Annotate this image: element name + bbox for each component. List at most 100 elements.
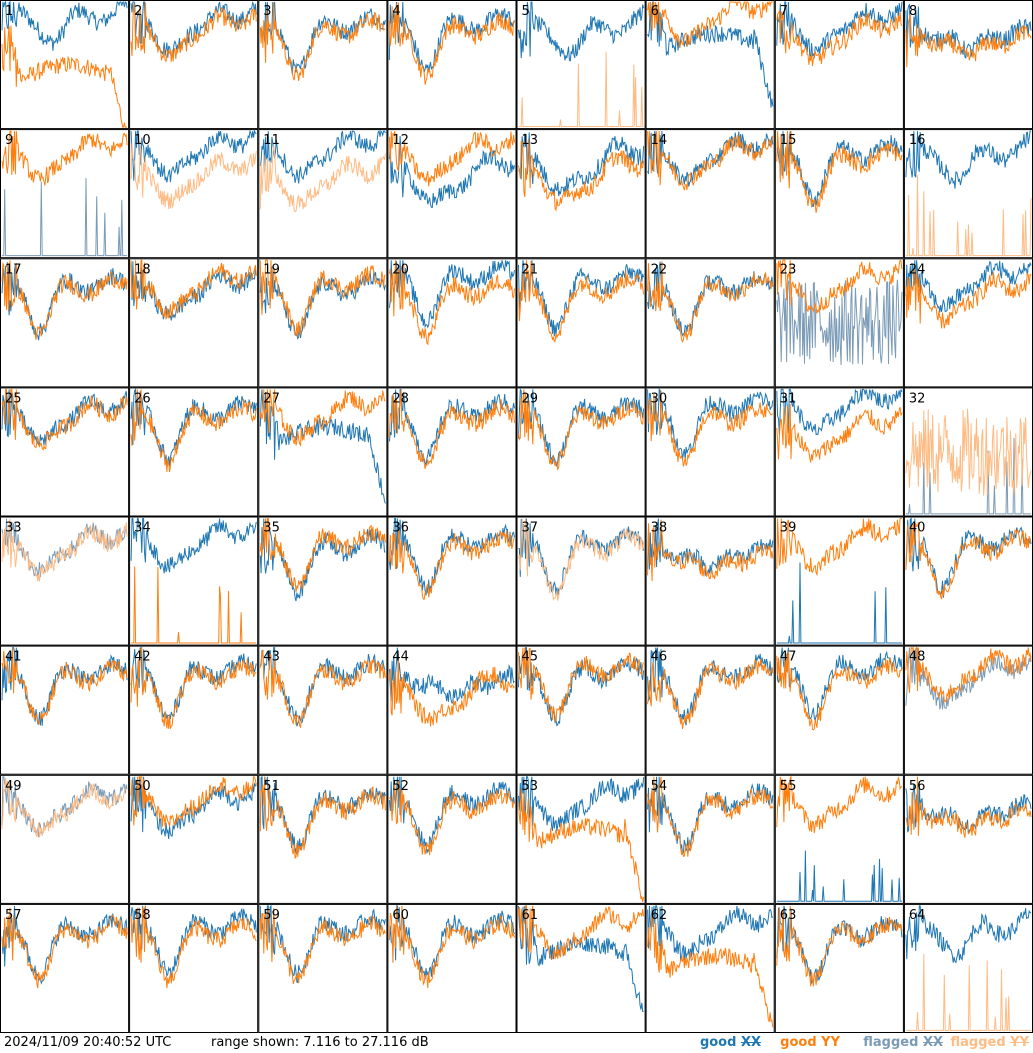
series-xx-32	[905, 437, 1031, 515]
panel-frame	[0, 129, 130, 259]
series-yy-55	[776, 775, 903, 834]
legend-flagged-xx-word: flagged	[863, 1035, 919, 1050]
panel-52: 52	[387, 774, 517, 904]
series-xx-50	[130, 776, 257, 840]
panel-label: 33	[5, 521, 22, 536]
panel-15: 15	[774, 129, 904, 259]
panel-36: 36	[387, 516, 517, 646]
panel-frame	[387, 387, 517, 517]
panel-frame	[387, 129, 517, 259]
panel-label: 10	[134, 133, 151, 148]
panel-32: 32	[903, 387, 1033, 517]
panel-label: 13	[522, 133, 539, 148]
panel-label: 9	[5, 133, 13, 148]
range-unit: dB	[411, 1035, 429, 1050]
series-yy-59	[259, 908, 386, 984]
panel-frame	[903, 258, 1033, 388]
series-xx-23	[776, 278, 903, 366]
series-yy-13	[518, 139, 645, 212]
series-xx-8	[905, 3, 1032, 59]
panel-60: 60	[387, 903, 517, 1033]
panel-frame	[387, 0, 517, 130]
series-xx-20	[388, 260, 515, 329]
panel-17: 17	[0, 258, 130, 388]
panel-label: 4	[392, 4, 400, 19]
panel-label: 61	[522, 908, 539, 923]
panel-24: 24	[903, 258, 1033, 388]
legend-good-xx-pol: XX	[740, 1035, 761, 1050]
series-xx-9	[2, 178, 128, 257]
panel-57: 57	[0, 903, 130, 1033]
panel-label: 62	[651, 908, 668, 923]
panel-frame	[129, 774, 259, 904]
panel-label: 24	[909, 262, 926, 277]
panel-frame	[129, 129, 259, 259]
range-max: 27.116	[361, 1035, 408, 1050]
panel-label: 53	[522, 779, 539, 794]
legend-good-xx: good XX	[700, 1033, 761, 1053]
panel-label: 3	[263, 4, 271, 19]
panel-label: 46	[651, 650, 668, 665]
panel-frame	[129, 645, 259, 775]
panel-58: 58	[129, 903, 259, 1033]
series-yy-48	[905, 646, 1032, 704]
series-xx-41	[1, 647, 128, 726]
panel-frame	[0, 516, 130, 646]
panel-label: 23	[780, 262, 797, 277]
panel-frame	[645, 0, 775, 130]
panel-10: 10	[129, 129, 259, 259]
series-yy-5	[518, 51, 644, 127]
panel-label: 18	[134, 262, 151, 277]
series-yy-63	[776, 905, 903, 987]
series-yy-1	[1, 25, 128, 128]
series-yy-25	[1, 388, 128, 451]
series-xx-39	[776, 562, 902, 644]
panel-label: 2	[134, 4, 142, 19]
series-yy-17	[1, 260, 128, 340]
series-yy-10	[130, 140, 257, 210]
series-yy-35	[259, 518, 386, 593]
series-yy-33	[1, 518, 128, 582]
series-yy-24	[905, 269, 1032, 329]
panel-label: 47	[780, 650, 797, 665]
series-xx-30	[647, 388, 774, 461]
series-xx-34	[130, 517, 257, 574]
panel-11: 11	[258, 129, 388, 259]
panel-frame	[129, 0, 259, 130]
panel-frame	[387, 645, 517, 775]
panel-frame	[645, 258, 775, 388]
panel-frame	[516, 903, 646, 1033]
panel-frame	[129, 903, 259, 1033]
panel-34: 34	[129, 516, 259, 646]
panel-label: 1	[5, 4, 13, 19]
panel-label: 34	[134, 521, 151, 536]
series-xx-48	[905, 647, 1032, 710]
panel-label: 20	[392, 262, 409, 277]
panel-label: 5	[522, 4, 530, 19]
panel-label: 27	[263, 391, 280, 406]
series-yy-4	[388, 2, 515, 85]
panel-label: 48	[909, 650, 926, 665]
legend-good-xx-word: good	[699, 1035, 737, 1050]
panel-frame	[387, 774, 517, 904]
legend-flagged-yy: flagged YY	[950, 1033, 1029, 1053]
series-xx-64	[905, 905, 1032, 964]
panel-13: 13	[516, 129, 646, 259]
panel-frame	[645, 903, 775, 1033]
panel-frame	[516, 258, 646, 388]
series-yy-16	[905, 174, 1032, 257]
panel-label: 51	[263, 779, 280, 794]
series-yy-54	[647, 776, 774, 857]
panel-label: 25	[5, 391, 22, 406]
series-yy-31	[776, 404, 903, 463]
panel-frame	[774, 0, 904, 130]
panel-7: 7	[774, 0, 904, 130]
range-prefix: range shown:	[211, 1035, 300, 1050]
series-yy-21	[518, 260, 645, 343]
panel-label: 58	[134, 908, 151, 923]
panel-48: 48	[903, 645, 1033, 775]
panel-frame	[387, 516, 517, 646]
panel-frame	[258, 258, 388, 388]
panel-frame	[516, 516, 646, 646]
panel-2: 2	[129, 0, 259, 130]
